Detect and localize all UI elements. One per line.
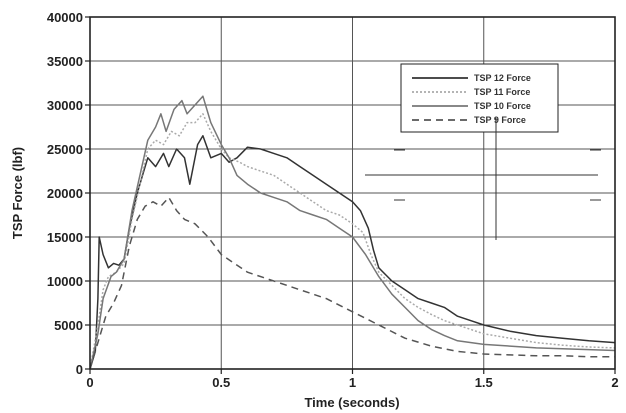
x-axis-title: Time (seconds) — [304, 395, 399, 410]
y-axis-ticks: 0 5000 10000 15000 20000 25000 30000 35000 40000 — [47, 10, 90, 377]
y-axis-title: TSP Force (lbf) — [10, 147, 25, 239]
y-tick-label: 30000 — [47, 98, 83, 113]
y-tick-label: 15000 — [47, 230, 83, 245]
y-tick-label: 5000 — [54, 318, 83, 333]
x-tick-label: 0 — [86, 375, 93, 390]
legend-label: TSP 11 Force — [474, 87, 530, 97]
y-tick-label: 0 — [76, 362, 83, 377]
legend-label: TSP 12 Force — [474, 73, 531, 83]
y-tick-label: 10000 — [47, 274, 83, 289]
x-tick-label: 0.5 — [212, 375, 230, 390]
legend-label: TSP 10 Force — [474, 101, 531, 111]
series-line-4 — [89, 196, 615, 370]
y-tick-label: 20000 — [47, 186, 83, 201]
y-tick-label: 40000 — [47, 10, 83, 25]
x-axis-ticks: 0 0.5 1 1.5 2 — [86, 369, 619, 390]
y-tick-label: 35000 — [47, 54, 83, 69]
series-line-3 — [89, 95, 616, 370]
series-line-2 — [89, 113, 616, 370]
y-tick-label: 25000 — [47, 142, 83, 157]
x-tick-label: 1.5 — [475, 375, 493, 390]
annotation-lines — [365, 118, 601, 240]
series-lines — [89, 95, 616, 370]
legend-label: TSP 9 Force — [474, 115, 526, 125]
x-tick-label: 1 — [349, 375, 356, 390]
x-tick-label: 2 — [611, 375, 618, 390]
legend: TSP 12 Force TSP 11 Force TSP 10 Force TSP … — [400, 63, 559, 133]
